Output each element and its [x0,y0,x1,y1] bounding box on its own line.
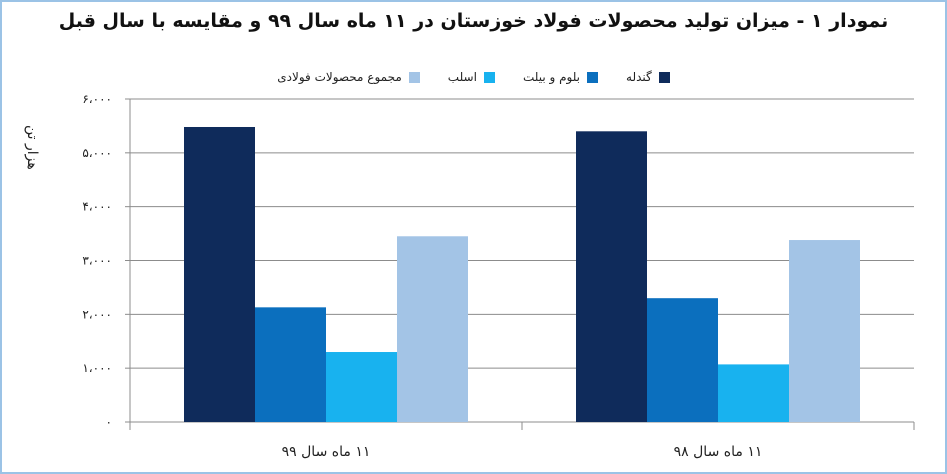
legend-label-slab: اسلب [447,70,477,84]
bar-3-2 [718,364,789,422]
bar-3-1 [326,352,397,422]
y-tick-label: ۴،۰۰۰ [82,200,112,214]
bar-4-1 [397,236,468,422]
legend-swatch-total-steel [408,71,420,83]
legend-swatch-bloom-billet [587,71,599,83]
legend-label-total-steel: مجموع محصولات فولادی [277,70,402,84]
bar-2-2 [647,298,718,422]
y-tick-label: ۳،۰۰۰ [82,254,112,268]
chart-legend: گندله بلوم و بیلت اسلب مجموع محصولات فول… [0,70,947,84]
y-tick-label: ۰ [106,415,112,429]
y-tick-label: ۱،۰۰۰ [82,361,112,375]
bar-1-2 [576,131,647,423]
y-tick-label: ۲،۰۰۰ [82,307,112,321]
y-tick-label: ۶،۰۰۰ [82,92,112,106]
legend-item-slab: اسلب [448,70,495,84]
x-category-label: ۱۱ ماه سال ۹۹ [282,444,371,460]
legend-item-bloom-billet: بلوم و بیلت [522,70,599,84]
bar-1-1 [184,126,255,422]
legend-label-bloom-billet: بلوم و بیلت [522,70,581,84]
y-tick-label: ۵،۰۰۰ [82,146,112,160]
bar-4-2 [789,240,860,422]
legend-swatch-gandeleh [658,71,670,83]
legend-swatch-slab [483,71,495,83]
y-axis-label: هزار تن [24,124,40,170]
x-category-label: ۱۱ ماه سال ۹۸ [674,444,763,460]
legend-item-gandeleh: گندله [626,70,670,84]
chart-title: نمودار ۱ - میزان تولید محصولات فولاد خوز… [58,10,889,32]
bar-2-1 [255,307,326,422]
legend-item-total-steel: مجموع محصولات فولادی [277,70,420,84]
legend-label-gandeleh: گندله [626,70,652,84]
